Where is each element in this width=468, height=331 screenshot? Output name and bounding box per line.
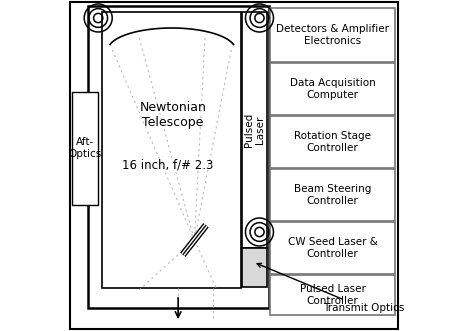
Bar: [270, 116, 395, 168]
Text: Data Acquisition
Computer: Data Acquisition Computer: [290, 78, 375, 100]
Bar: [72, 92, 98, 205]
Text: Detectors & Amplifier
Electronics: Detectors & Amplifier Electronics: [276, 24, 389, 46]
Text: Pulsed
Laser: Pulsed Laser: [244, 113, 265, 147]
Bar: [102, 12, 241, 288]
Bar: [242, 248, 267, 287]
Bar: [270, 63, 395, 115]
Text: Pulsed Laser
Controller: Pulsed Laser Controller: [300, 284, 366, 306]
Text: Aft-
Optics: Aft- Optics: [68, 137, 102, 159]
Bar: [88, 6, 269, 308]
Bar: [270, 8, 395, 62]
Text: Rotation Stage
Controller: Rotation Stage Controller: [294, 131, 371, 153]
Text: Beam Steering
Controller: Beam Steering Controller: [294, 184, 371, 206]
Text: Transmit Optics: Transmit Optics: [257, 263, 404, 313]
Bar: [270, 222, 395, 274]
Bar: [270, 169, 395, 221]
Text: Newtonian
Telescope: Newtonian Telescope: [140, 101, 206, 129]
Text: 16 inch, f/# 2.3: 16 inch, f/# 2.3: [122, 159, 213, 171]
Text: CW Seed Laser &
Controller: CW Seed Laser & Controller: [288, 237, 378, 259]
Bar: [242, 12, 267, 248]
Bar: [270, 275, 395, 315]
